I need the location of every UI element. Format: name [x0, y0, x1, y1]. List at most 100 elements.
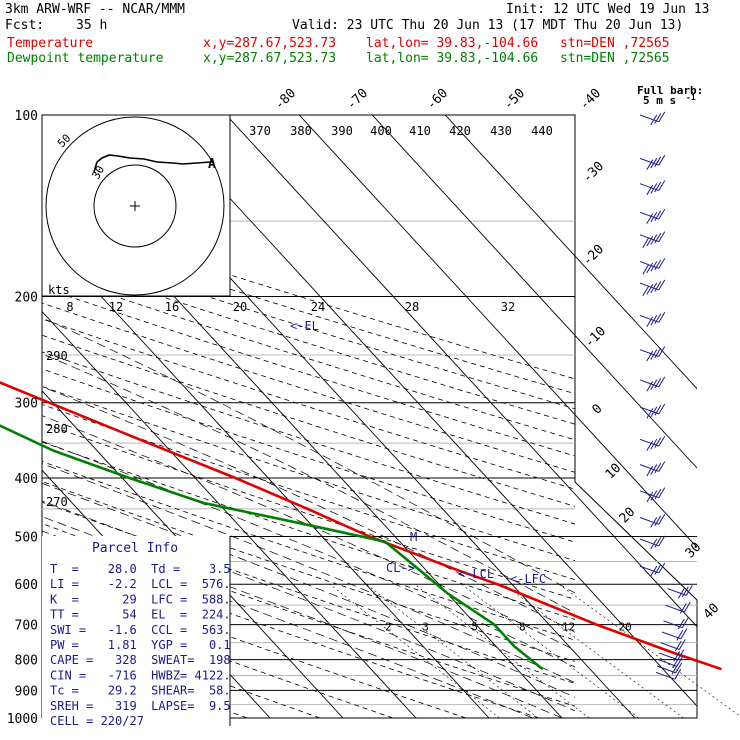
theta-label: 380 [290, 124, 312, 138]
theta-label: 370 [249, 124, 271, 138]
wind-barb [656, 662, 683, 675]
speed-label: 28 [405, 300, 419, 314]
lcl-label: <-LCL [458, 567, 494, 581]
wind-barb [639, 231, 666, 248]
temp-tick-label: 10 [603, 461, 625, 483]
mixing-ratio-line [414, 583, 590, 719]
wind-barb [663, 617, 689, 630]
speed-label: 8 [66, 300, 73, 314]
isotherm-line [225, 115, 697, 628]
wind-barb [661, 628, 688, 641]
wind-barb [639, 279, 666, 297]
mixing-ratio-label: 2 [385, 620, 392, 633]
hodograph-end-label: A [208, 157, 216, 172]
pressure-tick-label: 800 [15, 654, 38, 669]
theta-left-label: 290 [46, 349, 68, 363]
temp-tick-label: -60 [424, 86, 451, 113]
dry-adiabat-line [42, 351, 575, 525]
mixing-ratio-line [366, 583, 539, 719]
hodograph-kts-label: kts [48, 283, 70, 297]
mixing-ratio-label: 5 [471, 620, 478, 633]
barb-legend-title: Full barb: [637, 84, 703, 97]
pressure-tick-label: 200 [15, 291, 38, 306]
temp-tick-label: -20 [580, 242, 607, 269]
barb-legend-value: 5 m s [643, 94, 676, 107]
wind-barb [639, 487, 666, 503]
hodograph-ring-inner [93, 164, 177, 248]
moist-adiabat-line [42, 353, 575, 614]
parcel-info-box [42, 536, 230, 726]
mixing-ratio-lines [329, 583, 740, 719]
parcel-info-row: PW = 1.81 YGP = 0.1 [50, 638, 231, 652]
dry-adiabat-line [42, 271, 575, 441]
parcel-info-row: SWI = -1.6 CCL = 563. [50, 623, 231, 637]
parcel-info-row: LI = -2.2 LCL = 576. [50, 577, 231, 591]
pressure-tick-label: 700 [15, 619, 38, 634]
moist-adiabat-line [42, 415, 575, 651]
fcst-label: Fcst: [5, 18, 45, 33]
wind-barb [665, 601, 691, 614]
dewpoint-line [0, 424, 544, 671]
isotherm-line [152, 115, 697, 707]
pressure-tick-label: 300 [15, 397, 38, 412]
dry-adiabat-line [42, 286, 575, 457]
pressure-tick-label: 900 [15, 684, 38, 699]
dry-adiabat-line [42, 591, 394, 719]
parcel-info-row: CELL = 220/27 [50, 714, 144, 728]
temperature-line [0, 381, 722, 671]
parcel-info-row: K = 29 LFC = 588. [50, 592, 231, 606]
mixing-ratio-label: 12 [562, 620, 575, 633]
legend-dewpoint-name: Dewpoint temperature [7, 51, 164, 66]
pressure-tick-label: 500 [15, 530, 38, 545]
speed-label: 12 [109, 300, 123, 314]
theta-label: 390 [331, 124, 353, 138]
mixing-ratio-line [461, 583, 639, 719]
model-title: 3km ARW-WRF -- NCAR/MMM [5, 2, 186, 17]
wind-barb [639, 435, 666, 451]
theta-label: 420 [449, 124, 471, 138]
temp-tick-label: 0 [589, 401, 605, 417]
dry-adiabat-line [42, 242, 575, 410]
hodograph-trace [93, 154, 214, 173]
hodograph-ring-label: 30 [89, 164, 107, 182]
legend-dewpoint-xy: x,y=287.67,523.73 [203, 51, 337, 66]
wind-barb [639, 111, 666, 126]
isotherm-line [42, 231, 490, 719]
wind-barb [660, 639, 686, 652]
parcel-info-row: T = 28.0 Td = 3.5 [50, 562, 231, 576]
wind-barb [657, 656, 684, 669]
wind-barb [639, 154, 666, 170]
temp-tick-label: -40 [577, 86, 604, 113]
wind-barb [639, 180, 666, 196]
mixing-ratio-line [503, 583, 684, 719]
theta-left-label: 280 [46, 422, 68, 436]
pressure-tick-label: 1000 [7, 712, 38, 727]
temp-tick-label: -70 [344, 86, 371, 113]
valid-time: Valid: 23 UTC Thu 20 Jun 13 (17 MDT Thu … [292, 18, 684, 33]
speed-label: 16 [165, 300, 179, 314]
legend-temperature-stn: stn=DEN ,72565 [560, 36, 670, 51]
barb-legend-exp: -1 [686, 93, 696, 102]
moist-adiabat-line [42, 500, 575, 712]
isotherm-line [42, 310, 417, 719]
lfc-label: <-LFC [510, 572, 546, 586]
wind-barb [639, 346, 666, 362]
moist-adiabat-line [42, 463, 575, 684]
parcel-info-row: SREH = 319 LAPSE= 9.5 [50, 699, 231, 713]
moist-adiabat-line [42, 440, 575, 668]
legend-temperature-xy: x,y=287.67,523.73 [203, 36, 337, 51]
temp-tick-label: -30 [580, 159, 607, 186]
wind-barb [667, 585, 693, 599]
temp-tick-label: -80 [272, 86, 299, 113]
wind-barb [639, 403, 666, 419]
wind-barb [655, 668, 682, 680]
fcst-value: 35 h [76, 18, 108, 33]
isotherm-line [42, 390, 344, 719]
cl-label: CL-> [386, 561, 415, 575]
el-label: <-EL [290, 319, 319, 333]
temp-tick-label: 30 [683, 540, 705, 562]
parcel-info-row: CAPE = 328 SWEAT= 198 [50, 653, 231, 667]
wind-barb [639, 514, 666, 528]
legend-dewpoint-stn: stn=DEN ,72565 [560, 51, 670, 66]
